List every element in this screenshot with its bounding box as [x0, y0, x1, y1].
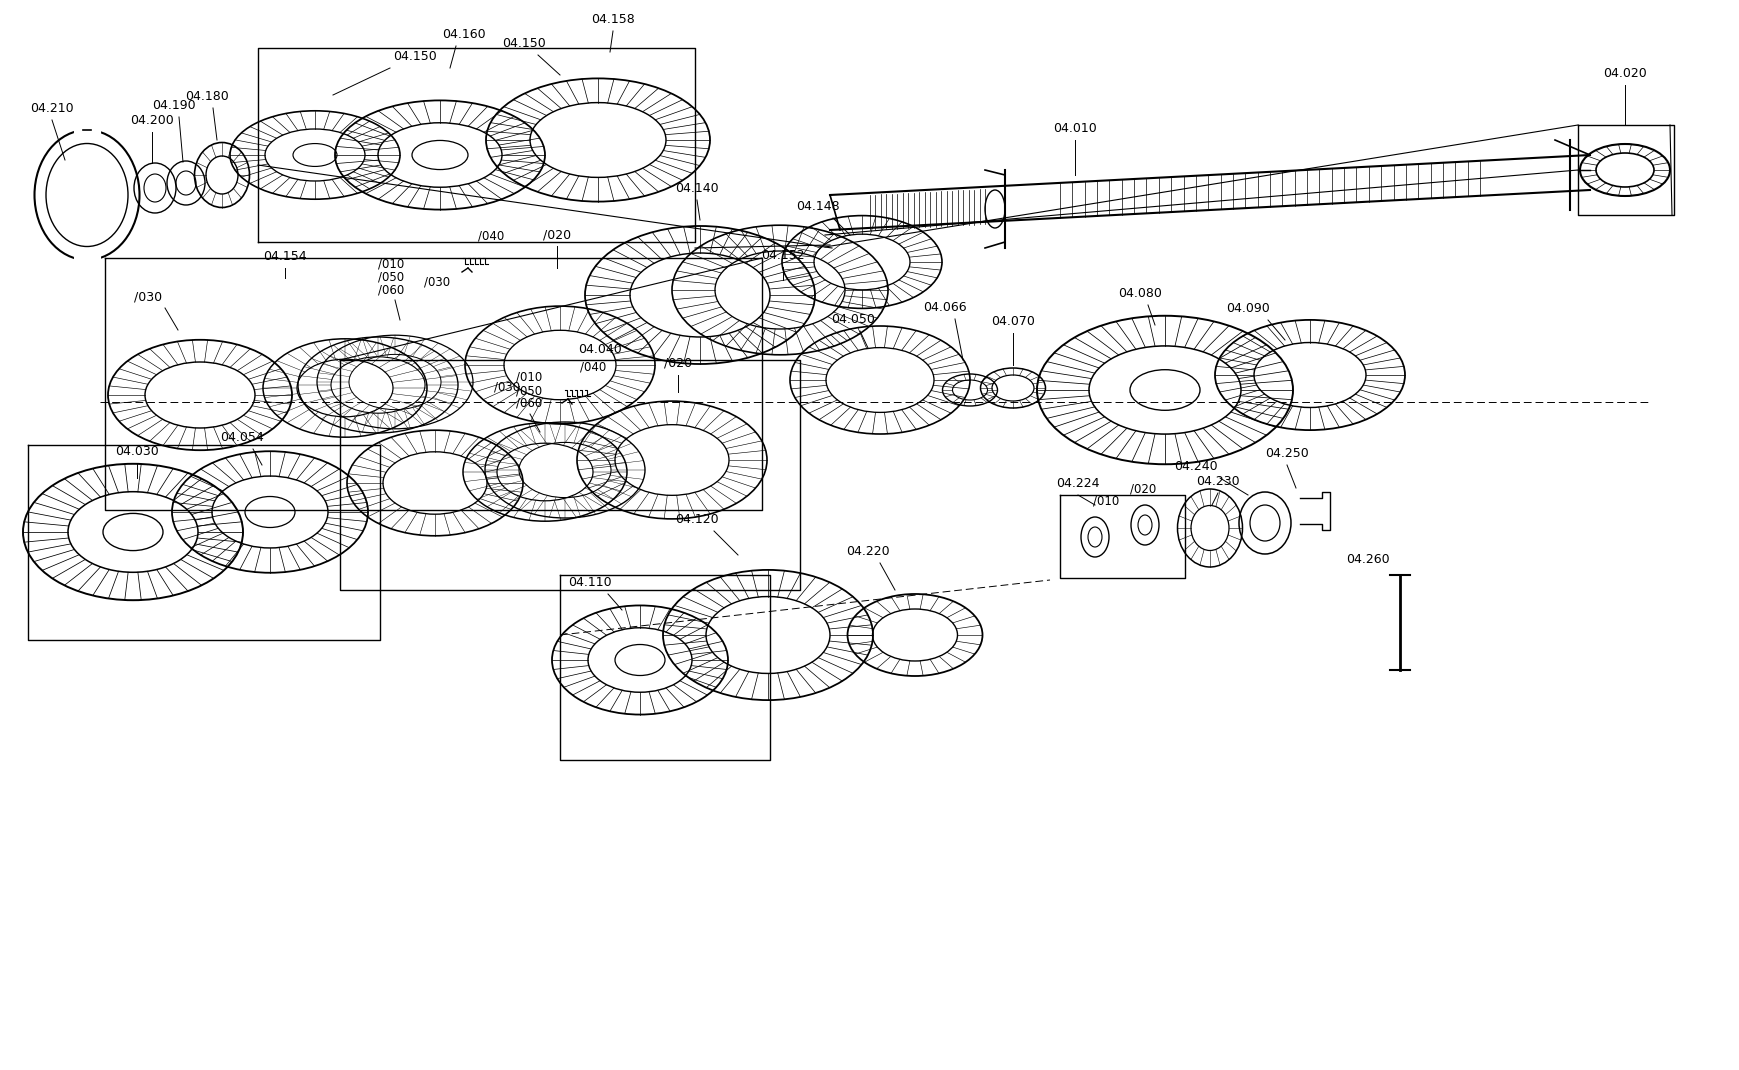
- Text: 04.224: 04.224: [1056, 477, 1099, 490]
- Text: /050: /050: [516, 384, 543, 397]
- Text: 04.040: 04.040: [577, 343, 621, 356]
- Text: 04.180: 04.180: [184, 90, 230, 103]
- Text: /030: /030: [134, 290, 162, 303]
- Text: /050: /050: [377, 270, 403, 282]
- Text: /020: /020: [1129, 482, 1155, 495]
- Text: 04.050: 04.050: [831, 314, 875, 326]
- Text: 04.250: 04.250: [1264, 447, 1308, 460]
- Text: 04.110: 04.110: [569, 576, 612, 589]
- Text: 04.030: 04.030: [115, 445, 158, 458]
- Text: 04.010: 04.010: [1052, 122, 1096, 135]
- Text: 04.080: 04.080: [1118, 287, 1162, 300]
- Text: 04.120: 04.120: [675, 513, 718, 526]
- Text: 04.054: 04.054: [221, 431, 264, 444]
- Text: /020: /020: [543, 228, 570, 241]
- Text: 04.160: 04.160: [442, 28, 485, 41]
- Text: /020: /020: [664, 357, 692, 370]
- Text: 04.230: 04.230: [1195, 475, 1240, 488]
- Text: 04.210: 04.210: [30, 102, 73, 114]
- Text: 04.220: 04.220: [845, 545, 889, 557]
- Text: 04.150: 04.150: [503, 37, 546, 50]
- Text: /060: /060: [516, 397, 543, 410]
- Text: /040: /040: [478, 229, 504, 242]
- Text: /040: /040: [579, 361, 605, 374]
- Text: /060: /060: [377, 282, 403, 296]
- Text: 04.090: 04.090: [1226, 302, 1269, 315]
- Text: /010: /010: [1092, 495, 1118, 508]
- Text: 04.260: 04.260: [1346, 553, 1389, 566]
- Text: 04.148: 04.148: [796, 200, 840, 213]
- Text: 04.140: 04.140: [675, 182, 718, 195]
- Text: 04.190: 04.190: [151, 100, 197, 112]
- Text: 04.152: 04.152: [760, 249, 805, 262]
- Text: 04.200: 04.200: [130, 114, 174, 127]
- Text: 04.240: 04.240: [1174, 460, 1217, 473]
- Text: 04.150: 04.150: [393, 50, 436, 63]
- Text: /010: /010: [516, 371, 543, 384]
- Text: /030: /030: [494, 381, 520, 394]
- Text: 04.020: 04.020: [1602, 67, 1645, 80]
- Text: 04.070: 04.070: [991, 315, 1035, 328]
- Text: 04.066: 04.066: [923, 301, 967, 314]
- Text: /010: /010: [377, 257, 403, 270]
- Text: 04.154: 04.154: [263, 250, 306, 263]
- Text: 04.158: 04.158: [591, 13, 635, 26]
- Text: /030: /030: [424, 275, 450, 288]
